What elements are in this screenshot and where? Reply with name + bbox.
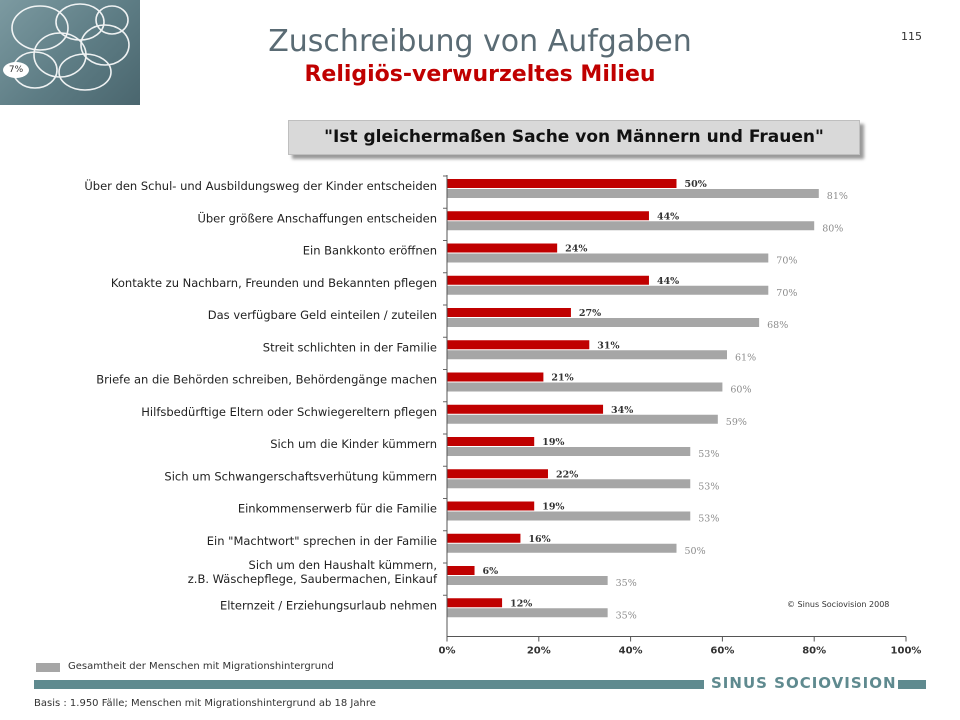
category-label: Sich um den Haushalt kümmern, z.B. Wäsche… [188,558,438,586]
data-label-total: 53% [698,514,719,525]
data-label-total: 61% [735,352,756,363]
milieu-logo: 7% [0,0,140,105]
category-label-line: Sich um den Haushalt kümmern, [249,558,437,572]
x-tick-label: 80% [802,646,826,657]
legend-swatch-total [36,663,60,672]
footer-bar [34,680,704,689]
bar-milieu [447,598,503,608]
data-label-milieu: 22% [556,469,578,480]
bar-milieu [447,308,571,317]
category-label: Über größere Anschaffungen entscheiden [197,209,437,225]
data-label-milieu: 21% [551,373,573,384]
basis-note: Basis : 1.950 Fälle; Menschen mit Migrat… [34,698,376,709]
bar-total [447,447,691,456]
bar-milieu [447,469,548,479]
x-tick-label: 40% [619,646,643,657]
legend-label-total: Gesamtheit der Menschen mit Migrationshi… [68,661,334,672]
brand-logo-text: SINUS SOCIOVISION [711,674,897,692]
data-label-total: 35% [616,610,637,621]
category-label: Kontakte zu Nachbarn, Freunden und Bekan… [111,276,437,290]
bar-milieu [447,243,558,253]
data-label-total: 81% [827,191,848,202]
bar-milieu [447,275,649,285]
data-label-total: 59% [726,417,747,428]
bar-milieu [447,501,535,511]
data-label-milieu: 19% [542,437,564,448]
category-label: Sich um die Kinder kümmern [270,437,437,451]
bar-total [447,382,723,392]
data-label-milieu: 19% [542,502,564,513]
bar-milieu [447,211,649,221]
category-label: Das verfügbare Geld einteilen / zuteilen [208,308,437,322]
question-box: "Ist gleichermaßen Sache von Männern und… [288,120,860,155]
data-label-total: 68% [767,320,788,331]
data-label-total: 70% [776,256,797,267]
bar-total [447,253,769,263]
category-label: Streit schlichten in der Familie [263,340,437,354]
footer-bar-end [898,680,926,689]
data-label-milieu: 12% [510,598,532,609]
data-label-milieu: 50% [685,179,707,190]
bar-total [447,318,760,327]
data-label-milieu: 44% [657,211,679,222]
data-label-milieu: 31% [597,340,619,351]
data-label-total: 70% [776,288,797,299]
data-label-total: 60% [730,385,751,396]
bar-milieu [447,437,535,446]
bar-total [447,511,691,521]
data-label-total: 80% [822,223,843,234]
category-label: Elternzeit / Erziehungsurlaub nehmen [220,598,437,612]
category-label: Ein "Machtwort" sprechen in der Familie [207,534,437,548]
page-subtitle: Religiös-verwurzeltes Milieu [304,62,656,87]
data-label-total: 35% [616,578,637,589]
category-label: Einkommenserwerb für die Familie [238,502,437,516]
bar-total [447,414,718,424]
data-label-milieu: 24% [565,244,587,255]
data-label-milieu: 27% [579,308,601,319]
category-label: Ein Bankkonto eröffnen [303,244,437,258]
x-tick-label: 100% [891,646,922,657]
page-title: Zuschreibung von Aufgaben [268,24,692,59]
bar-total [447,576,608,585]
milieu-percent-badge: 7% [3,62,29,78]
data-label-total: 53% [698,481,719,492]
bar-milieu [447,372,544,382]
page-number: 115 [901,30,922,43]
category-label: Hilfsbedürftige Eltern oder Schwiegerelt… [141,405,437,419]
x-tick-label: 0% [439,646,456,657]
bar-milieu [447,404,604,414]
bar-total [447,543,677,553]
data-label-milieu: 16% [528,534,550,545]
data-label-milieu: 6% [483,566,499,577]
x-tick-label: 60% [710,646,734,657]
bar-total [447,189,819,198]
category-label-line: z.B. Wäschepflege, Saubermachen, Einkauf [188,572,438,586]
bar-milieu [447,340,590,350]
bar-total [447,350,727,360]
category-label: Sich um Schwangerschaftsverhütung kümmer… [164,469,437,483]
bar-total [447,221,815,231]
bar-milieu [447,533,521,543]
data-label-milieu: 44% [657,276,679,287]
bar-total [447,479,691,489]
category-label: Über den Schul- und Ausbildungsweg der K… [84,177,437,193]
bar-total [447,285,769,295]
data-label-total: 53% [698,449,719,460]
bar-total [447,608,608,618]
x-tick-label: 20% [527,646,551,657]
data-label-milieu: 34% [611,405,633,416]
copyright-note: © Sinus Sociovision 2008 [787,600,890,609]
data-label-total: 50% [685,546,706,557]
bar-milieu [447,179,677,188]
category-label: Briefe an die Behörden schreiben, Behörd… [96,373,437,387]
bar-milieu [447,566,475,575]
